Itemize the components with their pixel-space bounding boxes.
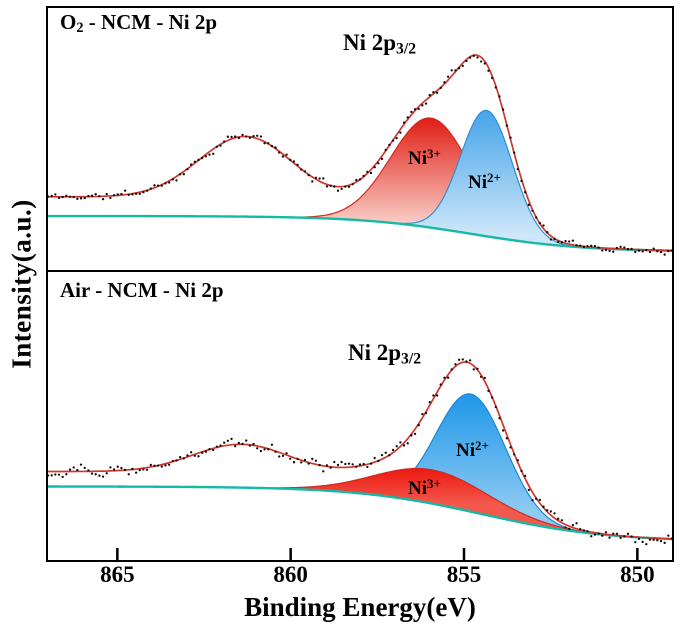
x-tick-850: 850 xyxy=(620,562,655,587)
y-axis-title: Intensity(a.u.) xyxy=(6,199,37,369)
x-tick-860: 860 xyxy=(273,562,308,587)
xps-plot-air xyxy=(48,358,672,560)
x-axis-title: Binding Energy(eV) xyxy=(244,592,476,622)
x-tick-855: 855 xyxy=(446,562,482,587)
panel-o2-ncm: O2 - NCM - Ni 2p Ni 2p3/2 Ni3+ Ni2+ xyxy=(46,6,674,274)
x-tick-865: 865 xyxy=(100,562,135,587)
xps-plot-o2 xyxy=(48,54,672,256)
panel-air-ncm: Air - NCM - Ni 2p Ni 2p3/2 Ni2+ Ni3+ xyxy=(46,270,674,562)
x-axis-ticks: 865 860 855 850 xyxy=(46,562,674,592)
